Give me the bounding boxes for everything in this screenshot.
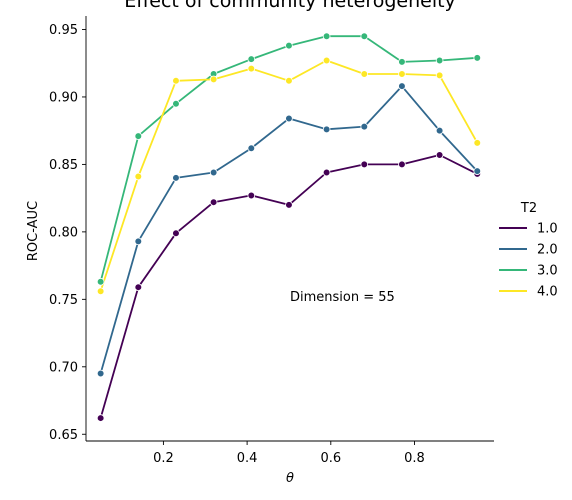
y-tick-label: 0.80 xyxy=(49,225,78,240)
data-point xyxy=(96,277,105,286)
data-point xyxy=(398,82,406,90)
legend: T2 1.0 2.0 3.0 4.0 xyxy=(499,201,558,300)
data-point xyxy=(209,75,218,84)
legend-title: T2 xyxy=(520,201,537,216)
legend-items: 1.0 2.0 3.0 4.0 xyxy=(499,222,558,300)
axes xyxy=(85,16,494,442)
plot-lines xyxy=(99,35,479,419)
data-point xyxy=(247,144,256,153)
data-point xyxy=(247,191,256,200)
data-point xyxy=(285,41,293,50)
legend-label: 3.0 xyxy=(537,264,558,279)
series-line-1.0 xyxy=(99,154,478,419)
data-point xyxy=(285,114,293,123)
y-axis-ticks: 0.65 0.70 0.75 0.80 0.85 0.90 0.95 xyxy=(49,23,86,443)
data-point xyxy=(435,56,444,65)
y-tick-label: 0.70 xyxy=(49,360,78,375)
data-point xyxy=(134,172,143,181)
x-axis-label: θ xyxy=(286,471,294,486)
data-point xyxy=(322,56,331,65)
data-point xyxy=(435,71,444,80)
data-point xyxy=(172,76,180,85)
data-point xyxy=(285,201,293,209)
dimension-annotation: Dimension = 55 xyxy=(290,290,395,305)
data-point xyxy=(398,160,406,169)
x-tick-label: 0.4 xyxy=(237,451,258,466)
data-point xyxy=(435,126,444,135)
data-point xyxy=(360,122,369,131)
data-point xyxy=(209,168,218,177)
data-point xyxy=(398,70,406,78)
x-tick-label: 0.2 xyxy=(153,451,174,466)
data-point xyxy=(398,58,406,66)
y-tick-label: 0.95 xyxy=(49,23,78,38)
legend-label: 1.0 xyxy=(537,222,558,237)
data-point xyxy=(172,99,180,108)
chart-title: Effect of community heterogeneity xyxy=(124,0,456,12)
data-point xyxy=(285,76,293,85)
y-axis-label: ROC-AUC xyxy=(26,201,41,261)
data-point xyxy=(134,283,143,291)
data-point xyxy=(322,168,331,177)
y-tick-label: 0.85 xyxy=(49,158,78,173)
data-point xyxy=(360,160,369,169)
data-point xyxy=(96,369,105,378)
legend-label: 2.0 xyxy=(537,243,558,258)
data-point xyxy=(247,64,256,73)
data-point xyxy=(134,237,143,246)
data-point xyxy=(360,70,369,78)
data-point xyxy=(96,414,105,422)
data-point xyxy=(172,229,180,238)
data-point xyxy=(134,132,143,140)
data-point xyxy=(172,174,180,182)
data-point xyxy=(209,198,218,206)
plot-points xyxy=(96,32,482,422)
x-tick-label: 0.6 xyxy=(320,451,341,466)
legend-label: 4.0 xyxy=(537,285,558,300)
x-axis-ticks: 0.2 0.4 0.6 0.8 xyxy=(153,441,425,466)
data-point xyxy=(473,167,482,175)
data-point xyxy=(247,55,256,63)
y-tick-label: 0.65 xyxy=(49,428,78,443)
data-point xyxy=(322,32,331,41)
x-tick-label: 0.8 xyxy=(404,451,425,466)
y-tick-label: 0.90 xyxy=(49,90,78,105)
series-line-4.0 xyxy=(99,59,479,292)
data-point xyxy=(96,287,105,296)
y-tick-label: 0.75 xyxy=(49,293,78,308)
data-point xyxy=(360,32,369,41)
data-point xyxy=(473,139,482,147)
data-point xyxy=(435,151,444,159)
data-point xyxy=(473,54,482,62)
data-point xyxy=(322,125,331,134)
